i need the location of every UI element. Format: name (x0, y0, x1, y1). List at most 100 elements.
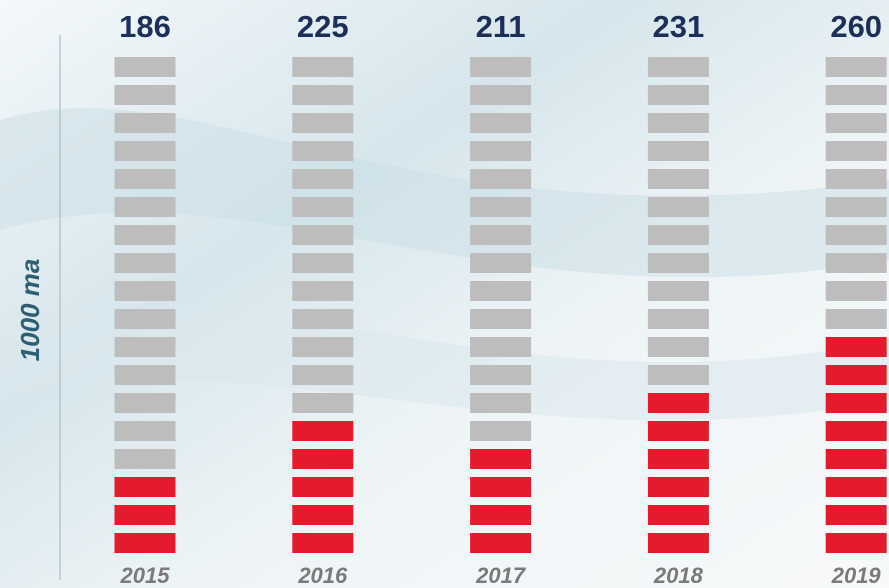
segment (115, 365, 176, 385)
segment (470, 57, 531, 77)
segment (115, 533, 176, 553)
segment (826, 365, 887, 385)
segment (292, 253, 353, 273)
y-axis-label: 1000 ma (15, 259, 45, 362)
chart: 1000 ma 18620152252016211201723120182602… (0, 0, 889, 588)
segment (470, 477, 531, 497)
segment (648, 57, 709, 77)
segment (826, 253, 887, 273)
segment (292, 225, 353, 245)
segment (292, 533, 353, 553)
segment (826, 505, 887, 525)
segment (648, 505, 709, 525)
segment (115, 113, 176, 133)
segment (826, 225, 887, 245)
segment (115, 225, 176, 245)
segment-stack (115, 477, 176, 553)
segment (648, 337, 709, 357)
segment (470, 393, 531, 413)
x-tick-label: 2018 (653, 563, 704, 588)
segment (470, 253, 531, 273)
page: {"chart_data": {"type": "pictogram", "ca… (0, 0, 889, 588)
segment (292, 141, 353, 161)
x-tick-label: 2016 (297, 563, 348, 588)
segment (826, 85, 887, 105)
segment (292, 309, 353, 329)
x-tick-label: 2019 (831, 563, 882, 588)
segment (115, 281, 176, 301)
segment (292, 477, 353, 497)
segment (292, 337, 353, 357)
column-total: 260 (830, 9, 882, 44)
segment (470, 85, 531, 105)
segment (648, 85, 709, 105)
segment (648, 309, 709, 329)
segment (115, 141, 176, 161)
segment (826, 281, 887, 301)
segment (648, 421, 709, 441)
segment (648, 197, 709, 217)
segment (648, 169, 709, 189)
segment (648, 113, 709, 133)
segment (826, 141, 887, 161)
segment (826, 197, 887, 217)
segment (470, 505, 531, 525)
column-total: 231 (653, 9, 705, 44)
segment (292, 505, 353, 525)
segment (115, 57, 176, 77)
segment (648, 365, 709, 385)
segment (292, 281, 353, 301)
segment (826, 309, 887, 329)
segment (115, 197, 176, 217)
segment (470, 113, 531, 133)
segment (470, 309, 531, 329)
segment (470, 281, 531, 301)
segment (648, 533, 709, 553)
segment (115, 449, 176, 469)
x-tick-label: 2017 (475, 563, 527, 588)
segment (648, 225, 709, 245)
segment (470, 141, 531, 161)
x-tick-label: 2015 (120, 563, 171, 588)
segment (470, 449, 531, 469)
segment (648, 393, 709, 413)
segment (826, 449, 887, 469)
segment (470, 533, 531, 553)
segment (115, 477, 176, 497)
segment (115, 253, 176, 273)
segment (470, 225, 531, 245)
segment (292, 85, 353, 105)
segment (826, 393, 887, 413)
segment (292, 449, 353, 469)
segment (826, 337, 887, 357)
segment (648, 281, 709, 301)
segment (292, 57, 353, 77)
segment (470, 197, 531, 217)
segment (648, 141, 709, 161)
segment (648, 477, 709, 497)
segment-stack (115, 57, 176, 469)
column-total: 211 (476, 9, 526, 44)
segment (826, 169, 887, 189)
segment (826, 477, 887, 497)
segment (826, 113, 887, 133)
segment (826, 57, 887, 77)
segment (292, 197, 353, 217)
segment (115, 309, 176, 329)
segment (292, 393, 353, 413)
segment (115, 505, 176, 525)
segment (648, 449, 709, 469)
segment (292, 169, 353, 189)
segment (826, 421, 887, 441)
segment (115, 393, 176, 413)
segment (826, 533, 887, 553)
segment (115, 421, 176, 441)
segment (292, 365, 353, 385)
segment-stack (292, 421, 353, 553)
segment (115, 85, 176, 105)
segment (292, 421, 353, 441)
column-total: 225 (297, 9, 349, 44)
segment (470, 365, 531, 385)
segment (470, 169, 531, 189)
segment (470, 337, 531, 357)
